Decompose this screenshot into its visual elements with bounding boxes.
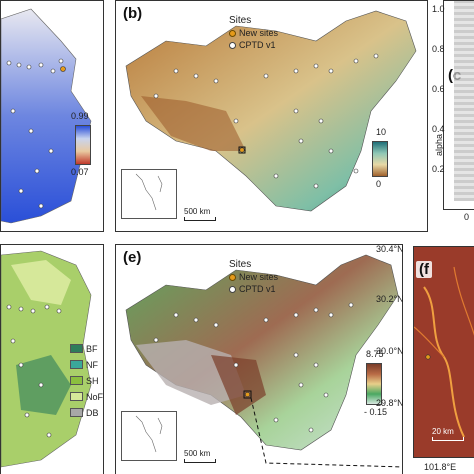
class-nof: NoF (86, 392, 104, 402)
map-d (1, 250, 92, 468)
alpha-grid (454, 1, 474, 201)
panel-e: (e) Sites New sites CPTD v1 8.75 - 0.15 … (115, 244, 403, 474)
lat-tick-1: 30.4°N (376, 244, 404, 254)
panel-e-tag: (e) (120, 249, 145, 266)
panel-b: (b) Sites New sites CPTD v1 10 0 500 km (115, 0, 428, 232)
cptd-site-icon (229, 286, 236, 293)
scalebar-e-label: 500 km (184, 449, 211, 458)
panel-c: (c (443, 0, 474, 210)
cptd-site-icon (229, 42, 236, 49)
colorbar-a-max: 0.99 (71, 111, 89, 121)
lat-tick-2: 30.2°N (376, 294, 404, 304)
lat-tick-3: 30.0°N (376, 346, 404, 356)
alpha-axis-label: alpha (434, 133, 445, 157)
class-sh: SH (86, 376, 99, 386)
alpha-x-tick: 0 (464, 212, 470, 222)
landcover-legend: BF NF SH NoF DB (70, 341, 103, 421)
scalebar-e: 500 km (184, 449, 216, 463)
colorbar-b-min: 0 (376, 179, 382, 189)
alpha-tick-4: 0.4 (432, 124, 445, 134)
colorbar-a-min: 0.07 (71, 167, 89, 177)
alpha-tick-5: 0.2 (432, 164, 445, 174)
scalebar-b-label: 500 km (184, 207, 211, 216)
panel-b-tag: (b) (120, 5, 146, 22)
panel-d: BF NF SH NoF DB (0, 244, 104, 474)
south-china-sea-inset (121, 169, 177, 219)
scalebar-f-label: 20 km (432, 427, 454, 436)
colorbar-a (75, 125, 91, 165)
panel-f-tag: (f (416, 261, 432, 278)
map-e (125, 254, 402, 468)
class-db: DB (86, 408, 99, 418)
legend-b-title: Sites (229, 15, 252, 26)
lon-tick: 101.8°E (424, 462, 457, 472)
legend-e-title: Sites (229, 259, 252, 270)
class-nf: NF (86, 360, 98, 370)
panel-a: 0.99 0.07 (0, 0, 104, 232)
class-bf: BF (86, 344, 98, 354)
scalebar-b: 500 km (184, 207, 216, 221)
alpha-tick-2: 0.8 (432, 44, 445, 54)
panel-f: (f 20 km (413, 246, 474, 458)
legend-b-new: New sites (239, 28, 279, 38)
new-site-icon (229, 30, 236, 37)
colorbar-b-max: 10 (376, 127, 387, 137)
lat-tick-4: 29.8°N (376, 398, 404, 408)
nof-swatch-icon (70, 392, 83, 401)
colorbar-e-max: 8.75 (366, 349, 384, 359)
alpha-tick-1: 1.0 (432, 4, 445, 14)
legend-e-new: New sites (239, 272, 279, 282)
legend-b-cptd: CPTD v1 (239, 40, 276, 50)
colorbar-e-min: - 0.15 (364, 407, 388, 417)
scalebar-f: 20 km (432, 427, 464, 441)
legend-e: Sites New sites CPTD v1 (229, 259, 278, 295)
map-f (414, 247, 474, 457)
legend-b: Sites New sites CPTD v1 (229, 15, 278, 51)
map-b (125, 10, 417, 212)
db-swatch-icon (70, 408, 83, 417)
legend-e-cptd: CPTD v1 (239, 284, 276, 294)
new-site-icon (229, 274, 236, 281)
alpha-tick-3: 0.6 (432, 84, 445, 94)
south-china-sea-inset (121, 411, 177, 461)
map-a (1, 1, 103, 231)
colorbar-b (372, 141, 388, 177)
bf-swatch-icon (70, 344, 83, 353)
colorbar-e (366, 363, 382, 405)
nf-swatch-icon (70, 360, 83, 369)
sh-swatch-icon (70, 376, 83, 385)
